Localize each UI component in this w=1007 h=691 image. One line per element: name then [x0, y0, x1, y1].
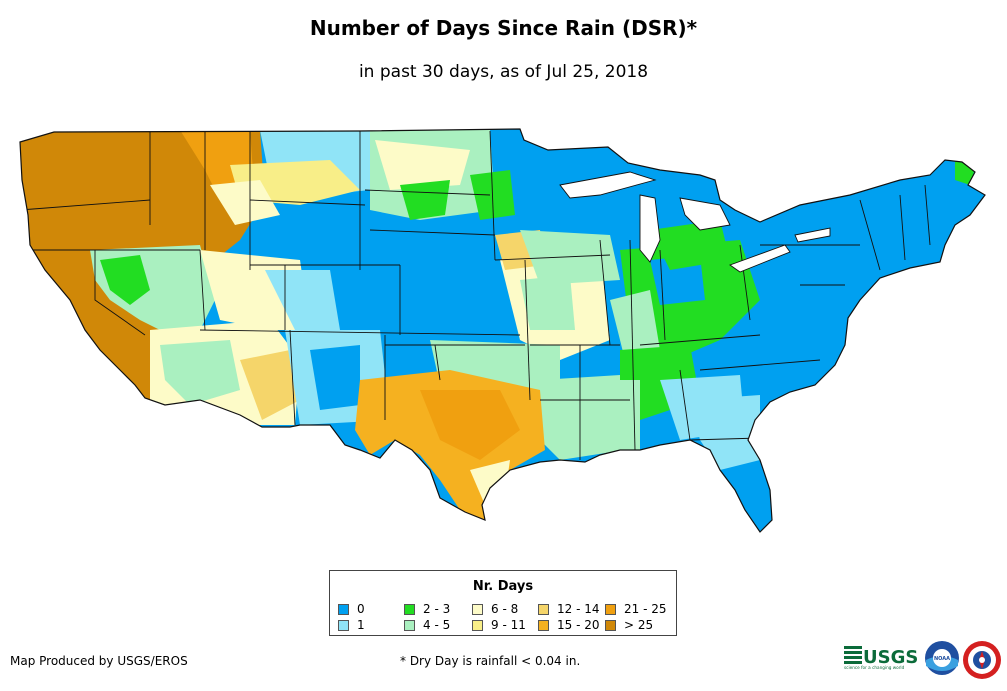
legend-title: Nr. Days — [472, 579, 534, 594]
legend-swatch — [338, 620, 349, 631]
legend-label: 12 - 14 — [557, 602, 600, 616]
legend-label: 6 - 8 — [491, 602, 519, 616]
legend-item-3: 4 - 5 — [404, 619, 450, 632]
legend-label: 15 - 20 — [557, 618, 600, 632]
legend-item-2: 2 - 3 — [404, 603, 450, 616]
legend-swatch — [538, 604, 549, 615]
legend-swatch — [404, 604, 415, 615]
legend-swatch — [605, 604, 616, 615]
legend-swatch — [472, 620, 483, 631]
legend-item-7: 15 - 20 — [538, 619, 600, 632]
legend-label: 0 — [357, 602, 365, 616]
legend-swatch — [538, 620, 549, 631]
legend-label: 1 — [357, 618, 365, 632]
credit-text: Map Produced by USGS/EROS — [10, 654, 188, 668]
legend: Nr. Days 0 1 2 - 3 4 - 5 6 - 8 9 - 11 12… — [329, 570, 677, 636]
legend-label: 4 - 5 — [423, 618, 451, 632]
map-title: Number of Days Since Rain (DSR)* — [309, 16, 698, 40]
legend-swatch — [605, 620, 616, 631]
legend-item-5: 9 - 11 — [472, 619, 526, 632]
nws-logo — [963, 641, 1001, 679]
legend-item-0: 0 — [338, 603, 365, 616]
footnote-text: * Dry Day is rainfall < 0.04 in. — [400, 654, 581, 668]
legend-swatch — [472, 604, 483, 615]
legend-item-8: 21 - 25 — [605, 603, 667, 616]
legend-item-4: 6 - 8 — [472, 603, 518, 616]
usgs-logo: USGS science for a changing world — [844, 646, 918, 670]
map-subtitle: in past 30 days, as of Jul 25, 2018 — [358, 62, 649, 82]
legend-item-9: > 25 — [605, 619, 653, 632]
legend-item-1: 1 — [338, 619, 365, 632]
legend-label: 21 - 25 — [624, 602, 667, 616]
legend-swatch — [404, 620, 415, 631]
legend-label: 2 - 3 — [423, 602, 451, 616]
noaa-logo: NOAA — [925, 641, 959, 675]
usgs-logo-text: USGS — [863, 647, 918, 668]
usgs-tagline: science for a changing world — [844, 665, 905, 670]
legend-item-6: 12 - 14 — [538, 603, 600, 616]
legend-label: 9 - 11 — [491, 618, 526, 632]
legend-label: > 25 — [624, 618, 654, 632]
us-dsr-map — [19, 128, 986, 533]
noaa-logo-text: NOAA — [934, 656, 950, 662]
legend-swatch — [338, 604, 349, 615]
